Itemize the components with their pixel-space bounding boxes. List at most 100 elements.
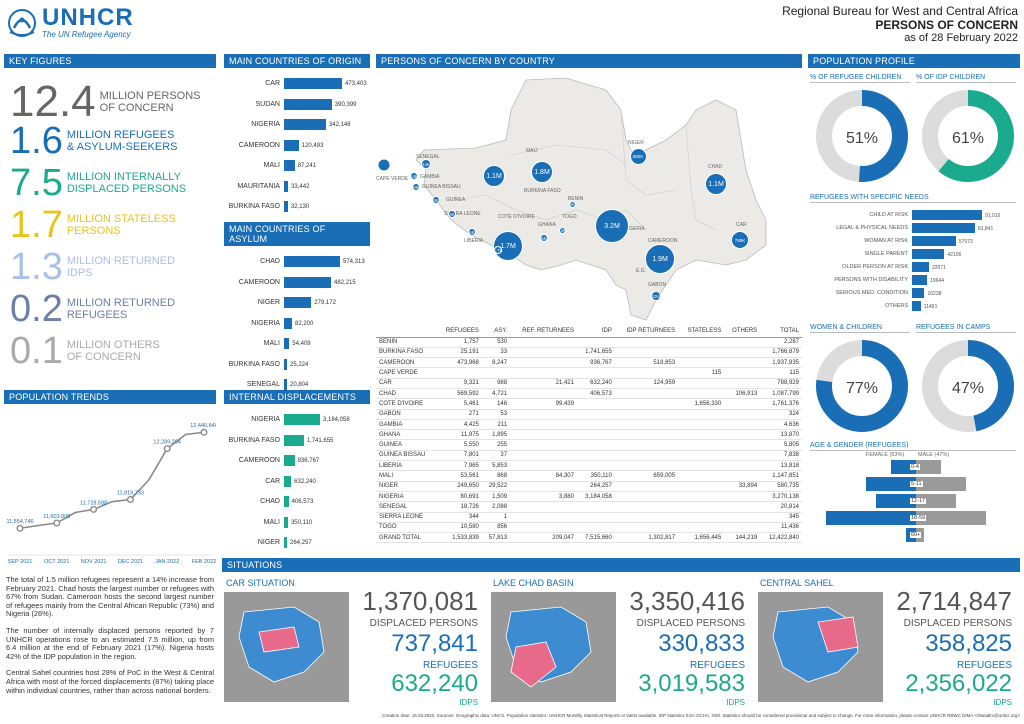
female-legend: FEMALE (53%) — [866, 452, 905, 458]
bar-label: NIGERIA — [251, 416, 280, 423]
table-cell: 788,929 — [760, 378, 802, 389]
table-cell — [678, 429, 725, 441]
situation-refugees-label: REFUGEES — [689, 660, 745, 671]
key-figure-label: MILLION PERSONS OF CONCERN — [100, 90, 201, 114]
situation-map-highlight — [510, 641, 557, 688]
bar-value: 406,573 — [291, 499, 314, 505]
bar — [284, 338, 290, 349]
situations-title: SITUATIONS — [222, 558, 1020, 572]
bar-value: 482,215 — [334, 279, 356, 286]
bar-label: MALI — [263, 162, 280, 169]
bar — [284, 139, 299, 151]
logo: UNHCR The UN Refugee Agency — [5, 6, 134, 39]
trend-point-label: 11,554,746 — [6, 519, 33, 525]
situation-card: CENTRAL SAHEL 2,714,847 DISPLACED PERSONS 3… — [756, 576, 1018, 707]
idp-children-title: % OF IDP CHILDREN — [916, 74, 1016, 83]
map-bubble: 1.9M — [645, 244, 675, 274]
needs-label: OLDER PERSON AT RISK — [842, 264, 908, 270]
table-cell: 5,550 — [436, 439, 482, 451]
key-figure: 12.4 MILLION PERSONS OF CONCERN — [10, 80, 201, 124]
map-bubble: 1.1M — [705, 173, 727, 195]
map-bubble: 14K — [410, 172, 419, 180]
situation-idps-number: 632,240 — [391, 670, 478, 697]
map-country-label: NIGERIA — [624, 226, 645, 232]
table-cell: 264,257 — [576, 481, 615, 492]
needs-label: OTHERS — [885, 303, 908, 309]
table-cell: 33 — [481, 347, 511, 359]
needs-bar — [912, 223, 975, 233]
table-cell: BENIN — [376, 337, 437, 348]
table-row: TOGO 10,580 856 11,436 — [376, 522, 802, 534]
needs-label: SINGLE PARENT — [864, 251, 908, 257]
table-cell — [576, 450, 615, 462]
table-cell — [576, 501, 615, 513]
key-figure-number: 0.2 — [10, 288, 63, 330]
table-cell: 344 — [436, 512, 482, 523]
table-cell: 569,592 — [436, 388, 482, 400]
map-country-label: MALI — [526, 148, 538, 154]
footer-note: Creation date: 15.03.2022. Sources: Geog… — [382, 713, 1020, 718]
table-cell — [614, 419, 679, 431]
key-figures-panel: KEY FIGURES 12.4 MILLION PERSONS OF CONCER… — [4, 54, 216, 384]
situation-displaced-number: 2,714,847 — [896, 586, 1012, 616]
key-figure-number: 1.7 — [10, 204, 63, 246]
needs-value: 81,841 — [977, 226, 994, 232]
table-cell: 37 — [481, 450, 511, 462]
table-cell — [510, 367, 577, 379]
bar-label: CHAD — [260, 498, 280, 505]
table-cell — [724, 450, 761, 462]
table-cell — [576, 439, 615, 451]
pyramid-male-bar — [916, 460, 941, 474]
bar-label: SUDAN — [255, 100, 280, 108]
pyramid-age-label: 12-17 — [910, 498, 927, 504]
report-date: as of 28 February 2022 — [904, 32, 1018, 44]
key-figure-label-line1: MILLION RETURNED — [66, 297, 176, 309]
table-cell — [678, 481, 725, 492]
map-country-label: CAR — [736, 222, 747, 228]
population-trends-chart: 11,554,746 11,603,008 11,728,598 11,819,733… — [6, 423, 216, 565]
situation-refugees-label: REFUGEES — [956, 660, 1012, 671]
table-cell — [724, 429, 761, 441]
table-cell: 10,580 — [436, 522, 482, 534]
key-figure-label-line1: MILLION OTHERS — [66, 339, 160, 351]
bar — [284, 317, 292, 329]
situation-refugees-number: 737,841 — [391, 630, 478, 657]
table-cell — [510, 481, 577, 492]
bar — [284, 455, 295, 466]
bar-label: MALI — [263, 340, 280, 347]
table-cell: 25,191 — [436, 347, 482, 359]
table-cell: 53,561 — [436, 470, 482, 482]
table-cell: 115 — [760, 367, 802, 379]
bar-label: CAMEROON — [238, 278, 280, 286]
needs-bar — [912, 275, 928, 285]
situations-panel: SITUATIONS CAR SITUATION 1,370,081 DISPLAC… — [222, 558, 1020, 708]
bar-value: 574,313 — [343, 259, 365, 265]
table-cell: 249,650 — [436, 481, 482, 492]
table-cell: 106,913 — [724, 388, 761, 400]
needs-value: 42106 — [947, 252, 962, 258]
table-cell — [724, 512, 761, 523]
table-cell — [678, 470, 725, 482]
origin-panel: MAIN COUNTRIES OF ORIGIN CAR 473,403 SUDAN… — [224, 54, 370, 219]
table-cell — [678, 419, 725, 431]
bar-value: 632,240 — [294, 478, 316, 485]
map-country-label: TOGO — [562, 214, 577, 220]
map-bubble: 1.1M — [483, 165, 505, 187]
trend-axis-label: FEB 2022 — [192, 559, 216, 565]
bar-label: BURKINA FASO — [228, 436, 280, 444]
table-cell: 580,735 — [760, 481, 802, 492]
table-cell: 5,805 — [760, 439, 802, 451]
ref-children-pct: 51% — [845, 130, 879, 147]
table-row: SIERRA LEONE 344 1 345 — [376, 512, 802, 523]
map-bubble: 14K — [558, 226, 567, 234]
profile-panel: POPULATION PROFILE % OF REFUGEE CHILDREN… — [808, 54, 1020, 554]
table-cell: 2,287 — [760, 337, 802, 348]
page-title: PERSONS OF CONCERN — [875, 18, 1018, 32]
table-cell: 33,894 — [724, 481, 761, 492]
table-cell — [724, 460, 761, 472]
needs-bar — [912, 249, 945, 259]
bar-label: BURKINA FASO — [228, 203, 280, 210]
table-cell: CHAD — [376, 388, 437, 400]
needs-value: 22071 — [931, 265, 946, 271]
table-cell: 324 — [760, 409, 802, 420]
